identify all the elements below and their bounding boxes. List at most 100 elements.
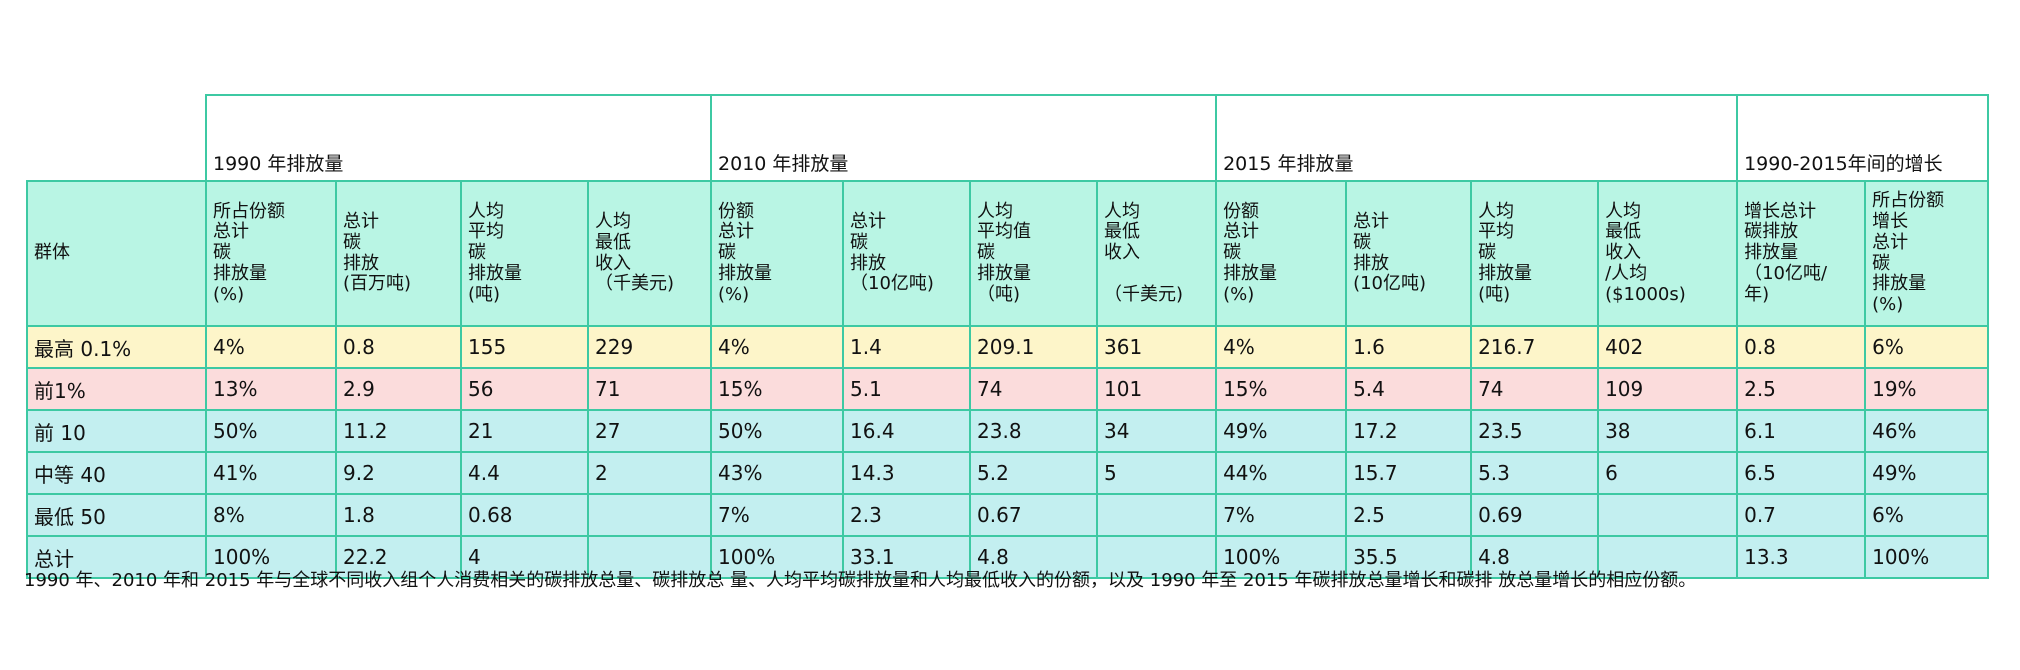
cell: 109	[1597, 367, 1739, 411]
cell: 8%	[205, 493, 337, 537]
cell: 6%	[1864, 493, 1990, 537]
cell: 16.4	[842, 409, 972, 453]
column-header: 人均 最低 收入 （千美元)	[1096, 180, 1218, 327]
cell: 11.2	[335, 409, 462, 453]
column-header: 群体	[26, 180, 207, 327]
cell: 2.5	[1345, 493, 1473, 537]
cell: 2.9	[335, 367, 462, 411]
cell: 6.5	[1736, 451, 1867, 495]
column-header: 人均 平均 碳 排放量 (吨)	[1470, 180, 1600, 327]
cell: 34	[1096, 409, 1218, 453]
cell: 0.8	[1736, 325, 1867, 369]
cell: 19%	[1864, 367, 1990, 411]
cell: 49%	[1215, 409, 1348, 453]
cell: 101	[1096, 367, 1218, 411]
emissions-table: 1990 年排放量 2010 年排放量 2015 年排放量 1990-2015年间的增…	[26, 94, 1990, 579]
cell: 13.3	[1736, 535, 1867, 579]
cell: 41%	[205, 451, 337, 495]
cell: 56	[460, 367, 589, 411]
cell: 23.5	[1470, 409, 1600, 453]
cell: 361	[1096, 325, 1218, 369]
column-header: 份额 总计 碳 排放量 (%)	[710, 180, 845, 327]
group-header: 2015 年排放量	[1215, 94, 1739, 182]
cell: 4%	[710, 325, 845, 369]
cell: 44%	[1215, 451, 1348, 495]
cell: 最高 0.1%	[26, 325, 207, 369]
cell: 7%	[1215, 493, 1348, 537]
header-row: 群体 所占份额 总计 碳 排放量 (%) 总计 碳 排放 (百万吨) 人均 平均 碳 …	[26, 180, 1990, 327]
cell: 1.4	[842, 325, 972, 369]
column-header: 增长总计 碳排放 排放量 （10亿吨/ 年)	[1736, 180, 1867, 327]
cell: 100%	[1864, 535, 1990, 579]
cell: 4%	[205, 325, 337, 369]
cell: 23.8	[969, 409, 1099, 453]
cell: 9.2	[335, 451, 462, 495]
cell: 22.2	[335, 535, 462, 579]
cell: 总计	[26, 535, 207, 579]
cell: 前1%	[26, 367, 207, 411]
cell: 100%	[1215, 535, 1348, 579]
cell: 402	[1597, 325, 1739, 369]
group-header-row: 1990 年排放量 2010 年排放量 2015 年排放量 1990-2015年间的增…	[27, 94, 1990, 182]
cell: 0.68	[460, 493, 589, 537]
cell: 74	[1470, 367, 1600, 411]
cell	[1597, 535, 1739, 579]
cell: 27	[586, 409, 713, 453]
cell: 33.1	[842, 535, 972, 579]
column-header: 人均 平均 碳 排放量 (吨)	[460, 180, 589, 327]
cell: 100%	[205, 535, 337, 579]
data-row: 最低 50 8% 1.8 0.68 7% 2.3 0.67 7% 2.5 0.69 0.7 6%	[26, 493, 1990, 537]
cell: 4	[460, 535, 589, 579]
cell: 49%	[1864, 451, 1990, 495]
data-row: 总计 100% 22.2 4 100% 33.1 4.8 100% 35.5 4.8 13.3 100…	[26, 535, 1990, 579]
cell: 15%	[710, 367, 845, 411]
cell: 中等 40	[26, 451, 207, 495]
column-header: 所占份额 增长 总计 碳 排放量 (%)	[1864, 180, 1990, 327]
cell: 14.3	[842, 451, 972, 495]
column-header: 总计 碳 排放 （10亿吨)	[842, 180, 972, 327]
cell: 5.2	[969, 451, 1099, 495]
cell: 4.8	[1470, 535, 1600, 579]
column-header: 份额 总计 碳 排放量 (%)	[1215, 180, 1348, 327]
cell: 50%	[710, 409, 845, 453]
data-row: 最高 0.1% 4% 0.8 155 229 4% 1.4 209.1 361 4% 1.6 216.…	[26, 325, 1990, 369]
cell: 前 10	[26, 409, 207, 453]
column-header: 人均 平均值 碳 排放量 （吨)	[969, 180, 1099, 327]
cell: 43%	[710, 451, 845, 495]
cell: 100%	[710, 535, 845, 579]
cell: 6%	[1864, 325, 1990, 369]
cell: 4%	[1215, 325, 1348, 369]
cell: 1.8	[335, 493, 462, 537]
caption: 1990 年、2010 年和 2015 年与全球不同收入组个人消费相关的碳排放总…	[24, 570, 1697, 591]
cell: 35.5	[1345, 535, 1473, 579]
cell	[1096, 493, 1218, 537]
cell: 6	[1597, 451, 1739, 495]
cell: 2	[586, 451, 713, 495]
cell: 5.1	[842, 367, 972, 411]
cell: 0.8	[335, 325, 462, 369]
group-header: 1990 年排放量	[204, 94, 713, 182]
group-header: 2010 年排放量	[710, 94, 1218, 182]
column-header: 总计 碳 排放 (百万吨)	[335, 180, 462, 327]
cell: 5.4	[1345, 367, 1473, 411]
cell: 5.3	[1470, 451, 1600, 495]
data-row: 前 10 50% 11.2 21 27 50% 16.4 23.8 34 49% 17.2 23.5 3…	[26, 409, 1990, 453]
column-header: 所占份额 总计 碳 排放量 (%)	[205, 180, 337, 327]
cell: 13%	[205, 367, 337, 411]
cell: 38	[1597, 409, 1739, 453]
cell: 74	[969, 367, 1099, 411]
cell: 1.6	[1345, 325, 1473, 369]
cell: 229	[586, 325, 713, 369]
cell	[1096, 535, 1218, 579]
cell: 7%	[710, 493, 845, 537]
cell: 0.67	[969, 493, 1099, 537]
cell: 209.1	[969, 325, 1099, 369]
column-header: 人均 最低 收入 （千美元)	[586, 180, 713, 327]
blank-cell	[27, 95, 206, 181]
group-header: 1990-2015年间的增长	[1736, 94, 1990, 182]
cell	[586, 493, 713, 537]
cell: 17.2	[1345, 409, 1473, 453]
cell: 15%	[1215, 367, 1348, 411]
cell: 4.4	[460, 451, 589, 495]
cell: 71	[586, 367, 713, 411]
